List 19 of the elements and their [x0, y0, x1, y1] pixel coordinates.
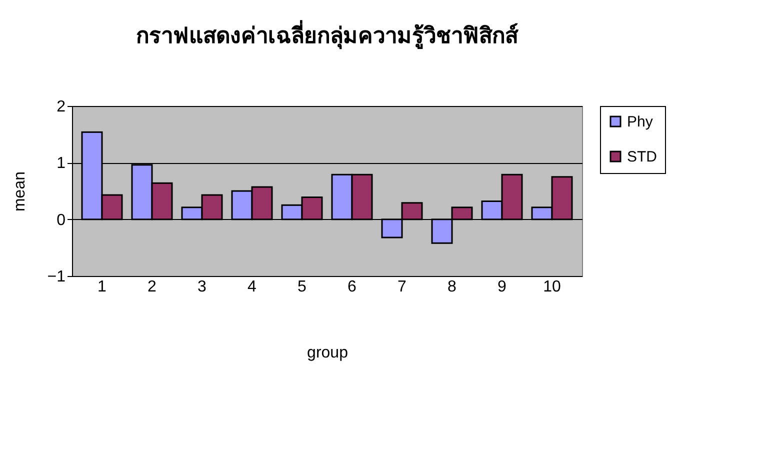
y-tick-label: −1: [47, 268, 66, 286]
y-tick-label: 0: [56, 212, 66, 229]
x-tick-label: 6: [348, 278, 357, 296]
y-tick-label: 2: [56, 98, 66, 116]
x-tick-label: 5: [298, 278, 307, 296]
x-tick-label: 1: [98, 278, 107, 296]
x-tick-label: 2: [148, 278, 157, 296]
y-axis-title: mean: [11, 171, 28, 212]
legend-label: Phy: [627, 114, 654, 130]
x-tick-label: 4: [248, 278, 257, 296]
x-tick-label: 8: [448, 278, 457, 296]
x-axis-title: group: [307, 344, 348, 362]
legend-label: STD: [627, 148, 658, 166]
x-tick-label: 3: [198, 278, 207, 296]
y-tick-label: 1: [56, 155, 66, 172]
x-tick-label: 7: [398, 278, 407, 296]
x-tick-label: 9: [498, 278, 507, 296]
chart-title: กราฟแสดงค่าเฉลี่ยกลุ่มความรู้วิชาฟิสิกส์: [136, 19, 519, 50]
x-tick-label: 10: [543, 278, 561, 296]
